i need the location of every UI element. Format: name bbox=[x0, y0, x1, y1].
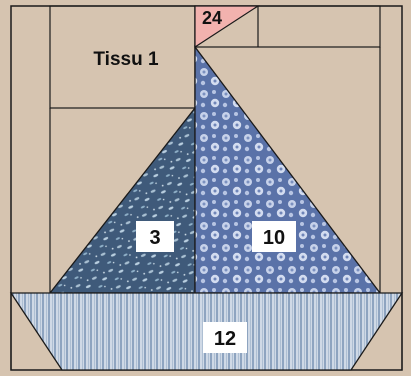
label-piece-3: 3 bbox=[149, 227, 160, 249]
label-box-12 bbox=[203, 322, 247, 353]
label-box-3 bbox=[136, 221, 174, 252]
label-box-10 bbox=[252, 221, 296, 252]
label-piece-10: 10 bbox=[263, 227, 285, 249]
hull-corner-seams bbox=[10, 293, 403, 370]
label-piece-12: 12 bbox=[214, 328, 236, 350]
label-fabric-1: Tissu 1 bbox=[93, 49, 159, 70]
label-piece-24: 24 bbox=[202, 8, 222, 28]
flag-triangle-24 bbox=[194, 5, 261, 49]
